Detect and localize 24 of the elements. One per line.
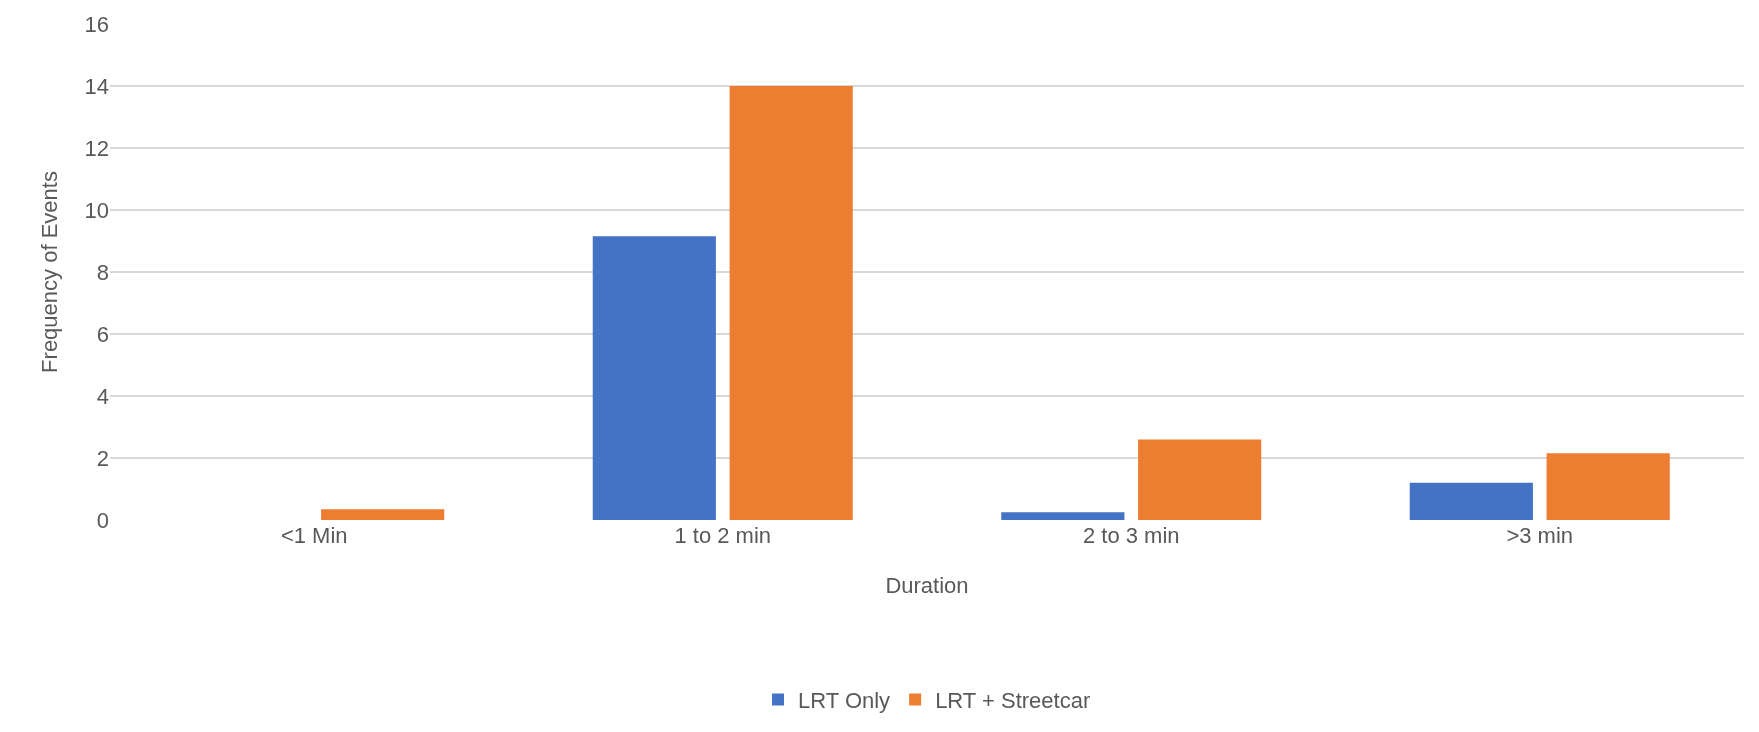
x-tick-label: 1 to 2 min (674, 523, 772, 548)
legend-label: LRT + Streetcar (935, 688, 1091, 714)
bar (1409, 482, 1533, 520)
y-tick-label: 0 (96, 507, 109, 533)
bar (321, 509, 445, 520)
x-tick-label: 2 to 3 min (1082, 523, 1180, 548)
y-tick-label: 2 (96, 445, 109, 471)
y-tick-label: 6 (96, 321, 109, 347)
y-axis-title: Frequency of Events (37, 171, 63, 373)
y-tick-label: 16 (84, 11, 109, 37)
bar (1546, 453, 1670, 520)
bar (1138, 439, 1262, 520)
y-tick-label: 8 (96, 259, 109, 285)
x-axis-title: Duration (885, 572, 969, 598)
y-tick-label: 10 (84, 197, 109, 223)
bar (729, 86, 853, 520)
y-tick-label: 4 (96, 383, 109, 409)
y-tick-label: 14 (84, 73, 109, 99)
bar (1001, 512, 1125, 520)
x-tick-label: <1 Min (280, 523, 348, 548)
x-tick-label: >3 min (1506, 523, 1574, 548)
bar (592, 236, 716, 520)
y-tick-label: 12 (84, 135, 109, 161)
legend-label: LRT Only (798, 688, 891, 714)
